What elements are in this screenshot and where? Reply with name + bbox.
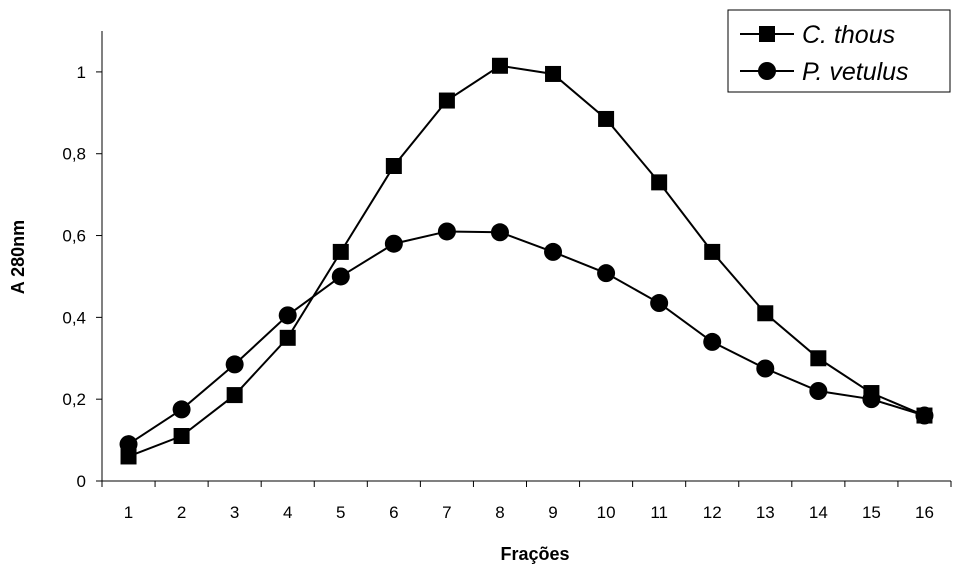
series-line <box>127 230 925 446</box>
square-point <box>226 387 243 404</box>
x-tick-label: 1 <box>124 503 133 522</box>
circle-point <box>437 222 456 241</box>
legend-label: P. vetulus <box>802 58 909 86</box>
circle-point <box>703 332 722 351</box>
circle-point <box>490 223 509 242</box>
y-axis-title: A 280nm <box>8 220 28 294</box>
y-tick-label: 0,6 <box>62 227 86 246</box>
circle-point <box>915 406 934 425</box>
square-point <box>491 57 508 74</box>
y-tick-label: 0,4 <box>62 308 86 327</box>
legend-marker <box>758 62 776 80</box>
square-point <box>279 329 296 346</box>
square-point <box>598 110 615 127</box>
legend-marker <box>759 26 775 42</box>
square-point <box>385 158 402 174</box>
circle-point <box>650 294 669 313</box>
circle-point <box>862 390 881 409</box>
square-point <box>704 243 721 260</box>
circle-point <box>756 359 775 378</box>
circle-point <box>384 234 403 253</box>
x-tick-label: 15 <box>862 503 881 522</box>
x-tick-label: 9 <box>548 503 557 522</box>
x-tick-label: 5 <box>336 503 345 522</box>
y-tick-label: 0 <box>77 472 86 491</box>
square-point <box>120 448 137 465</box>
square-point <box>545 65 562 82</box>
legend: C. thous P. vetulus <box>727 9 951 93</box>
square-point <box>651 174 668 191</box>
x-tick-label: 13 <box>756 503 775 522</box>
x-tick-label: 12 <box>703 503 722 522</box>
square-point <box>757 305 774 322</box>
circle-point <box>544 242 563 261</box>
y-tick-label: 0,2 <box>62 390 86 409</box>
circle-point <box>225 355 244 374</box>
x-tick-label: 6 <box>389 503 398 522</box>
x-tick-label: 2 <box>177 503 186 522</box>
x-tick-label: 7 <box>442 503 451 522</box>
series-0 <box>120 57 933 465</box>
circle-point <box>331 267 350 286</box>
square-point <box>438 92 455 109</box>
circle-point <box>172 400 191 419</box>
series-1 <box>119 222 934 454</box>
series-line <box>128 64 925 458</box>
x-tick-label: 11 <box>650 503 668 522</box>
circle-point <box>809 382 828 400</box>
circle-point <box>119 435 138 454</box>
y-tick-label: 0,8 <box>62 145 86 164</box>
x-tick-label: 16 <box>915 503 934 522</box>
y-tick-label: 1 <box>77 63 86 82</box>
x-tick-label: 10 <box>597 503 616 522</box>
x-tick-label: 3 <box>230 503 239 522</box>
x-tick-label: 4 <box>283 503 292 522</box>
axes: 00,20,40,60,811 2 3 4 5 6 7 8 9 10 11 12 13 14 15 16 <box>62 31 952 522</box>
x-axis-title: Frações <box>500 544 569 564</box>
x-tick-label: 14 <box>809 503 828 522</box>
x-tick-label: 8 <box>495 503 504 522</box>
circle-point <box>597 264 616 283</box>
series-layer <box>119 57 934 465</box>
square-point <box>810 350 827 367</box>
legend-label: C. thous <box>802 21 895 49</box>
circle-point <box>278 306 297 325</box>
square-point <box>332 243 349 260</box>
square-point <box>173 428 190 444</box>
